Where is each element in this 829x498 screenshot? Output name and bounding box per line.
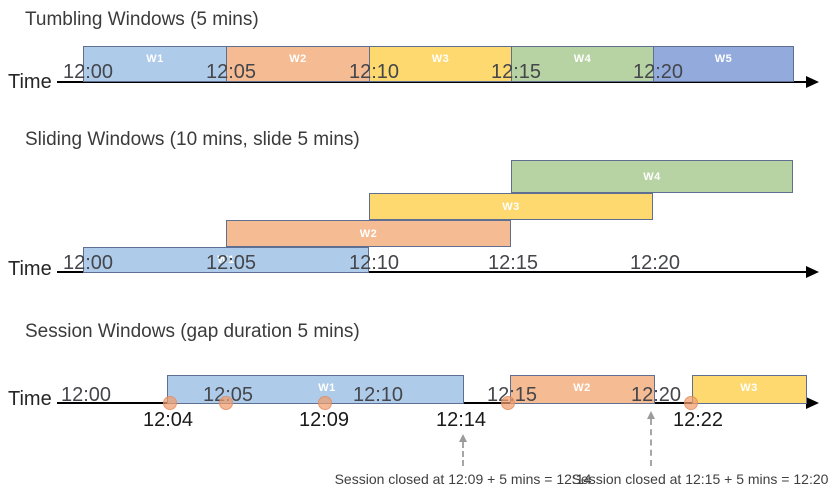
tumbling-tick-1220: 12:20 [632,61,684,83]
tumbling-tick-1205: 12:05 [205,61,257,83]
session-closed-arrow-icon [646,411,656,466]
window-label: W2 [359,227,378,240]
event-dot [163,396,177,410]
window-label: W3 [431,53,450,65]
tumbling-tick-1215: 12:15 [490,61,542,83]
window-label: W1 [146,53,164,65]
sliding-tick-1210: 12:10 [348,252,400,274]
session-title: Session Windows (gap duration 5 mins) [25,321,360,342]
session-time-axis-label: Time [8,388,52,410]
arrow-up-head-icon [647,411,655,419]
window-label: W1 [217,254,235,266]
window-label: W3 [502,200,520,213]
sliding-window-w4: W4 [511,160,793,193]
window-label: W2 [573,382,591,394]
sliding-axis-arrowhead-icon [806,266,819,278]
event-label-1209: 12:09 [298,409,350,431]
window-label: W2 [289,53,307,65]
session-closed-arrow-icon [458,434,468,466]
session-window-w2 [510,375,655,404]
sliding-tick-1215: 12:15 [487,252,539,274]
tumbling-tick-1200: 12:00 [62,61,114,83]
session-tick-1220: 12:20 [630,384,682,406]
event-label-1214: 12:14 [435,409,487,431]
tumbling-title: Tumbling Windows (5 mins) [25,9,259,30]
event-dot [684,396,698,410]
session-tick-1210: 12:10 [352,384,404,406]
window-label: W5 [714,53,733,65]
arrow-up-head-icon [459,434,467,442]
session-window-w1 [167,375,464,404]
tumbling-time-axis [57,81,808,83]
tumbling-window-w2: W2 [226,46,370,82]
sliding-tick-1220: 12:20 [629,252,681,274]
sliding-tick-1205: 12:05 [205,252,257,274]
tumbling-window-w5: W5 [653,46,794,82]
sliding-title: Sliding Windows (10 mins, slide 5 mins) [25,129,360,150]
event-dot [501,396,515,410]
session-closed-annotation-2: Session closed at 12:15 + 5 mins = 12:20 [571,471,829,487]
session-closed-annotation-1: Session closed at 12:09 + 5 mins = 12:14 [334,471,592,487]
session-window-w3 [692,375,807,404]
arrow-dashed-line [650,419,652,466]
sliding-time-axis [57,271,808,273]
session-axis-arrowhead-icon [806,397,819,409]
tumbling-tick-1210: 12:10 [348,61,400,83]
event-dot [318,396,332,410]
tumbling-time-axis-label: Time [8,71,52,93]
session-tick-1215: 12:15 [486,384,538,406]
sliding-tick-1200: 12:00 [62,252,114,274]
tumbling-window-w1: W1 [83,46,227,82]
tumbling-window-w3: W3 [369,46,512,82]
event-label-1204: 12:04 [142,409,194,431]
sliding-window-w1: W1 [83,247,369,273]
window-label: W4 [643,170,661,183]
session-tick-1200: 12:00 [60,384,112,406]
session-tick-1205: 12:05 [202,384,254,406]
tumbling-axis-arrowhead-icon [806,76,819,88]
arrow-dashed-line [462,442,464,466]
sliding-time-axis-label: Time [8,258,52,280]
sliding-window-w3: W3 [369,193,653,220]
window-label: W3 [740,382,758,394]
window-label: W4 [573,53,592,65]
event-label-1222: 12:22 [672,409,724,431]
event-dot [219,396,233,410]
window-label: W1 [318,382,336,394]
sliding-window-w2: W2 [226,220,511,247]
